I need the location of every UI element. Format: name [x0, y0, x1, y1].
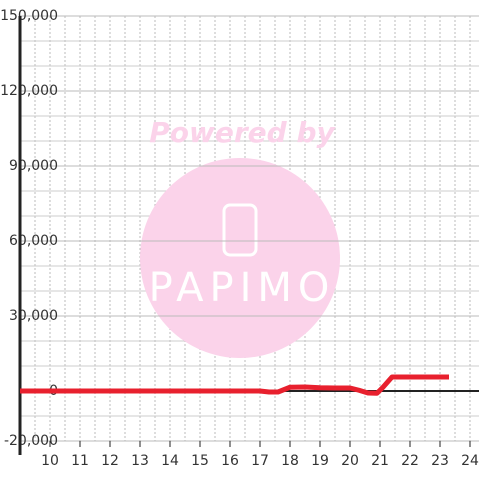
x-tick-label: 11: [71, 453, 89, 469]
y-tick-label: 150,000: [0, 8, 58, 24]
y-tick-label: 30,000: [9, 308, 58, 324]
x-tick-label: 23: [431, 453, 449, 469]
x-tick-label: 16: [221, 453, 239, 469]
watermark-circle: [140, 158, 340, 358]
x-tick-label: 17: [251, 453, 269, 469]
x-tick-label: 20: [341, 453, 359, 469]
x-tick-label: 13: [131, 453, 149, 469]
x-tick-label: 24: [461, 453, 479, 469]
x-tick-label: 22: [401, 453, 419, 469]
watermark-logo: PAPIMO: [149, 265, 336, 311]
x-tick-label: 19: [311, 453, 329, 469]
x-tick-label: 12: [101, 453, 119, 469]
x-tick-label: 18: [281, 453, 299, 469]
x-tick-label: 21: [371, 453, 389, 469]
y-tick-label: 60,000: [9, 233, 58, 249]
x-tick-label: 15: [191, 453, 209, 469]
x-tick-label: 14: [161, 453, 179, 469]
x-tick-label: 10: [41, 453, 59, 469]
watermark-icon: [222, 203, 258, 257]
y-tick-label: -20,000: [4, 433, 58, 449]
data-line: [20, 374, 449, 396]
y-tick-label: 90,000: [9, 158, 58, 174]
watermark-text: Powered by: [149, 116, 336, 149]
y-tick-label: 120,000: [0, 83, 58, 99]
